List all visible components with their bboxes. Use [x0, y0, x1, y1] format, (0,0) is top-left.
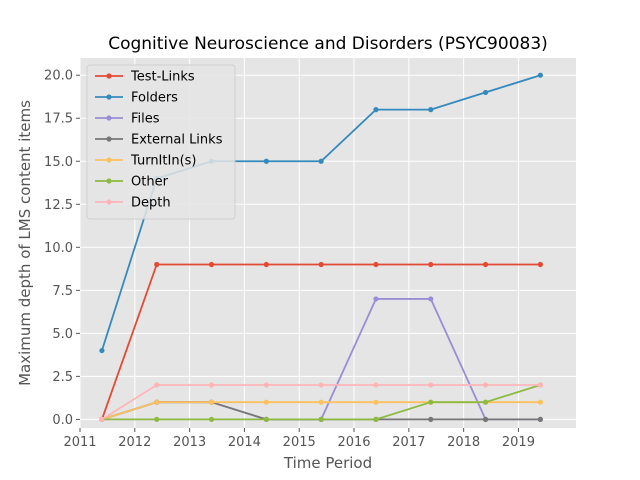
y-tick-label: 12.5 — [44, 198, 73, 213]
y-tick-label: 10.0 — [44, 241, 73, 256]
data-point-external-links — [428, 416, 434, 422]
y-axis-label: Maximum depth of LMS content items — [16, 100, 34, 386]
x-tick-label: 2016 — [337, 435, 370, 450]
legend-label-external-links: External Links — [131, 133, 223, 148]
data-point-turnitin-s — [373, 399, 379, 405]
data-point-test-links — [373, 261, 379, 268]
data-point-depth — [537, 382, 543, 388]
data-point-test-links — [428, 261, 434, 268]
legend: Test-Links Folders Files External Links Turn… — [86, 64, 236, 220]
legend-label-test-links: Test-Links — [130, 70, 195, 85]
data-point-folders — [263, 158, 269, 164]
data-point-turnitin-s — [263, 399, 269, 405]
data-point-external-links — [537, 416, 543, 422]
chart-title: Cognitive Neuroscience and Disorders (PS… — [108, 34, 548, 54]
data-point-other — [428, 399, 434, 405]
data-point-folders — [428, 107, 434, 113]
data-point-test-links — [537, 261, 543, 268]
data-point-folders — [318, 158, 324, 164]
data-point-test-links — [263, 261, 269, 268]
legend-marker-other — [106, 178, 112, 184]
x-tick-label: 2019 — [502, 435, 535, 450]
legend-label-files: Files — [131, 112, 160, 127]
y-tick-label: 2.5 — [52, 370, 73, 385]
data-point-folders — [537, 72, 543, 78]
data-point-turnitin-s — [154, 399, 160, 405]
x-tick-label: 2015 — [283, 435, 316, 450]
x-axis-label: Time Period — [283, 454, 372, 472]
x-tick-label: 2013 — [173, 435, 206, 450]
legend-label-turnitin-s: TurnItIn(s) — [130, 154, 196, 169]
legend-marker-test-links — [106, 73, 112, 79]
x-tick-label: 2018 — [447, 435, 480, 450]
y-tick-label: 5.0 — [52, 327, 73, 342]
data-point-depth — [428, 382, 434, 388]
data-point-depth — [318, 382, 324, 388]
data-point-depth — [263, 382, 269, 388]
y-tick-label: 20.0 — [44, 69, 73, 84]
data-point-other — [482, 399, 489, 405]
data-point-folders — [482, 89, 489, 96]
y-tick-label: 17.5 — [44, 112, 73, 127]
x-tick-label: 2014 — [228, 435, 261, 450]
data-point-depth — [373, 382, 379, 388]
x-tick-label: 2012 — [118, 435, 151, 450]
data-point-test-links — [154, 261, 160, 268]
data-point-turnitin-s — [537, 399, 543, 405]
legend-label-folders: Folders — [131, 91, 178, 106]
data-point-files — [373, 296, 379, 302]
legend-label-other: Other — [131, 175, 169, 190]
data-point-other — [263, 416, 269, 422]
x-tick-label: 2011 — [63, 435, 96, 450]
legend-marker-depth — [106, 199, 112, 205]
legend-marker-external-links — [106, 136, 112, 142]
data-point-test-links — [482, 261, 489, 268]
data-point-turnitin-s — [318, 399, 324, 405]
data-point-test-links — [208, 261, 215, 268]
data-point-folders — [99, 347, 105, 354]
data-point-depth — [99, 416, 105, 422]
data-point-other — [154, 416, 160, 422]
data-point-other — [373, 416, 379, 422]
series-depth — [99, 382, 543, 422]
y-tick-label: 0.0 — [52, 413, 73, 428]
legend-marker-turnitin-s — [106, 157, 112, 163]
data-point-depth — [208, 382, 215, 388]
data-point-depth — [154, 382, 160, 388]
y-tick-label: 15.0 — [44, 155, 73, 170]
legend-marker-folders — [106, 94, 112, 100]
data-point-test-links — [318, 261, 324, 268]
data-point-turnitin-s — [208, 399, 215, 405]
y-tick-label: 7.5 — [52, 284, 73, 299]
data-point-depth — [482, 382, 489, 388]
data-point-other — [318, 416, 324, 422]
data-point-files — [428, 296, 434, 302]
data-point-other — [208, 416, 215, 422]
data-point-external-links — [482, 416, 489, 422]
series-lines — [99, 72, 543, 422]
legend-box — [86, 64, 236, 220]
legend-marker-files — [106, 115, 112, 121]
x-tick-label: 2017 — [392, 435, 425, 450]
legend-label-depth: Depth — [131, 196, 171, 211]
data-point-folders — [373, 107, 379, 113]
tick-labels: 2011 2012 2013 2014 2015 2016 2017 2018 2019 0.0 2… — [44, 69, 535, 450]
